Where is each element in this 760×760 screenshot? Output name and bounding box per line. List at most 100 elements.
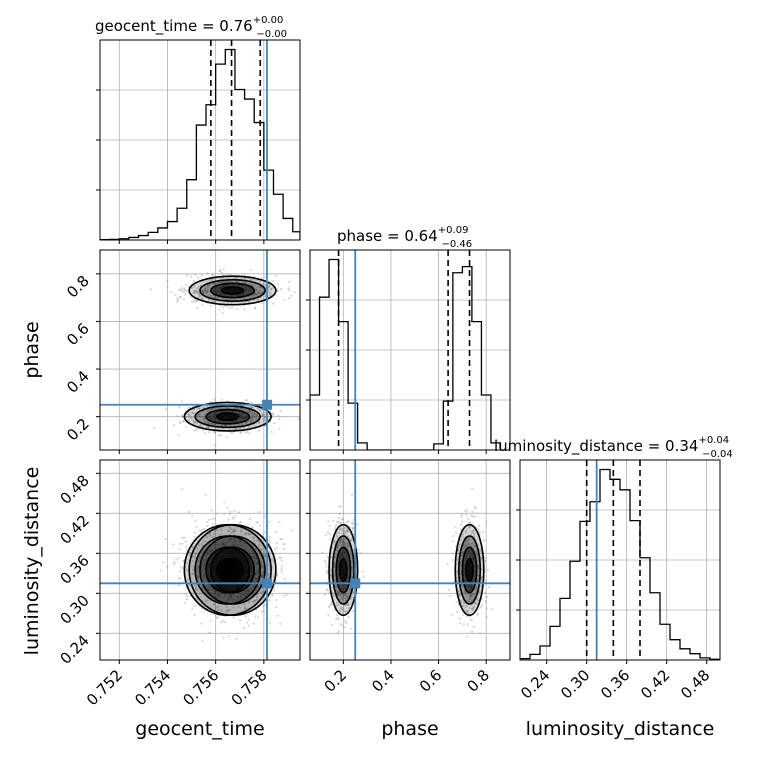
sample-point (254, 547, 258, 551)
sample-point (339, 623, 342, 626)
sample-point (213, 423, 216, 426)
contour-line (465, 557, 474, 583)
sample-point (178, 547, 181, 550)
sample-point (197, 575, 200, 578)
sample-point (211, 407, 215, 410)
sample-point (458, 616, 461, 620)
sample-point (264, 555, 267, 558)
sample-point (333, 542, 336, 545)
sample-point (472, 625, 476, 629)
sample-point (484, 557, 487, 560)
xlabel-phase: phase (381, 718, 438, 740)
sample-point (196, 576, 200, 579)
contour-line (220, 557, 245, 583)
sample-point (254, 416, 257, 420)
sample-point (224, 281, 227, 284)
sample-point (198, 415, 202, 418)
sample-point (345, 595, 349, 599)
sample-point (208, 278, 211, 282)
sample-point (179, 566, 182, 569)
sample-point (230, 280, 233, 283)
sample-point (343, 529, 346, 532)
sample-point (460, 554, 463, 558)
sample-point (230, 301, 233, 305)
sample-point (263, 555, 266, 558)
sample-point (184, 593, 187, 596)
sample-point (337, 604, 340, 607)
sample-point (262, 591, 265, 594)
sample-point (477, 599, 480, 602)
sample-point (324, 561, 327, 564)
sample-point (185, 545, 188, 549)
sample-point (204, 291, 207, 294)
sample-point (228, 525, 231, 528)
sample-point (252, 416, 255, 419)
sample-point (184, 288, 187, 291)
sample-point (350, 494, 354, 497)
sample-point (206, 551, 209, 554)
tick-label-y: 0.24 (56, 631, 92, 667)
sample-point (244, 297, 247, 300)
sample-point (336, 617, 339, 620)
labels: geocent_time = 0.76+0.00 −0.00 phase = 0.… (21, 15, 733, 740)
sample-point (239, 431, 242, 434)
sample-point (202, 549, 205, 552)
sample-point (193, 604, 197, 607)
sample-point (466, 537, 469, 540)
sample-point (231, 593, 234, 597)
sample-point (227, 273, 230, 276)
tick-label-x: 0.6 (416, 666, 446, 696)
sample-point (258, 281, 262, 284)
contour-line (183, 401, 272, 432)
tick-label-y: 0.2 (63, 415, 93, 445)
sample-point (187, 420, 191, 423)
sample-point (251, 555, 254, 558)
sample-point (464, 544, 468, 547)
sample-point (184, 283, 188, 287)
sample-point (225, 600, 228, 603)
sample-point (249, 420, 252, 423)
sample-point (232, 598, 235, 601)
sample-point (219, 533, 222, 536)
sample-point (256, 286, 259, 289)
sample-point (350, 522, 354, 525)
sample-point (218, 608, 221, 612)
sample-point (239, 593, 242, 597)
sample-point (200, 273, 204, 276)
sample-point (244, 607, 247, 610)
sample-point (257, 291, 261, 294)
sample-point (484, 600, 488, 603)
sample-point (212, 430, 216, 433)
sample-point (208, 283, 211, 286)
sample-point (196, 588, 199, 592)
sample-point (183, 287, 186, 290)
sample-point (206, 290, 209, 293)
sample-point (201, 429, 205, 432)
sample-point (263, 284, 267, 287)
sample-point (251, 550, 254, 553)
sample-point (277, 414, 280, 417)
sample-point (214, 592, 217, 596)
sample-point (468, 525, 471, 528)
sample-point (287, 297, 291, 300)
sample-point (462, 604, 465, 607)
sample-point (260, 565, 264, 568)
title-geocent-time-sup: +0.00 (253, 15, 284, 26)
sample-point (174, 293, 177, 296)
sample-point (343, 619, 347, 623)
sample-point (341, 597, 344, 600)
sample-point (349, 555, 352, 559)
sample-point (238, 423, 241, 426)
sample-point (184, 540, 187, 543)
sample-point (341, 518, 344, 521)
sample-point (466, 542, 469, 545)
panel-content (100, 40, 300, 240)
title-geocent-time: geocent_time = 0.76+0.00 −0.00 (95, 15, 287, 40)
sample-point (210, 549, 213, 552)
sample-point (199, 284, 202, 287)
tick-label-x: 0.2 (321, 666, 351, 696)
sample-point (204, 494, 207, 497)
sample-point (270, 287, 273, 290)
sample-point (178, 421, 182, 424)
sample-point (220, 593, 223, 596)
